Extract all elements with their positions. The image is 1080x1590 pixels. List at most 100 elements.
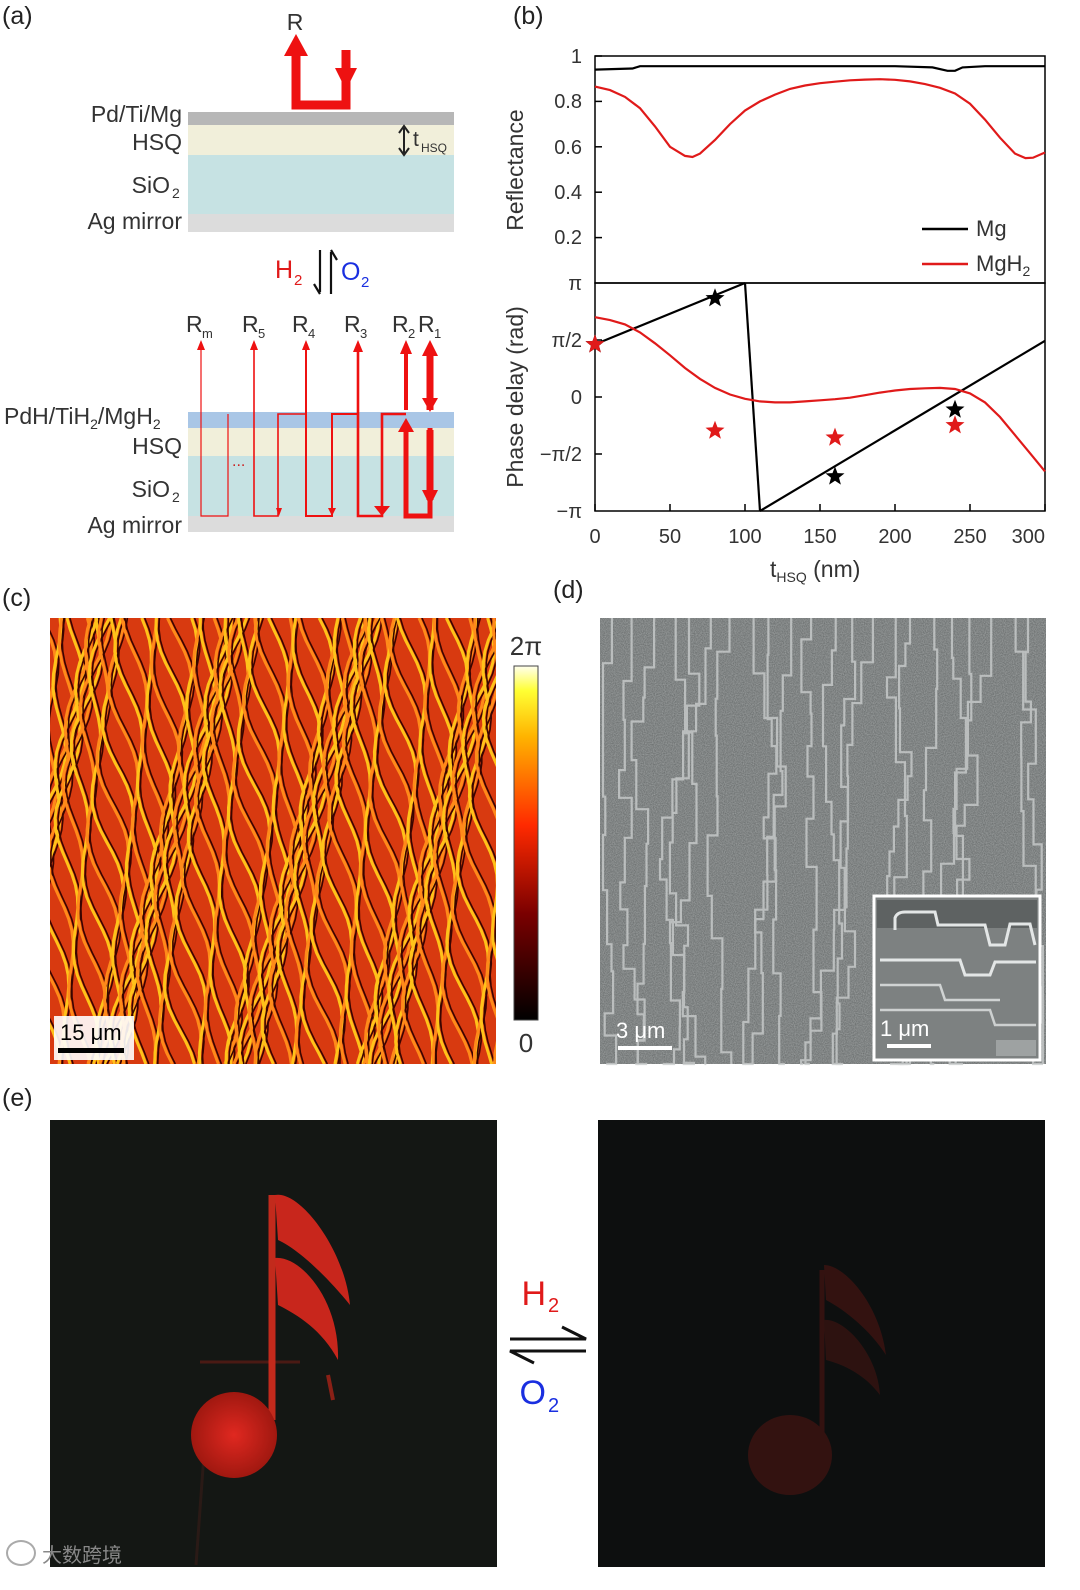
r-tick-1: 1 bbox=[571, 46, 582, 68]
panel-a-bottom-stack: ... R m R 5 R 4 R 3 R 2 R 1 PdH/TiH2/MgH… bbox=[4, 311, 454, 538]
phase-stripe bbox=[50, 634, 58, 820]
panel-a-top-stack: R Pd/Ti/Mg HSQ SiO 2 Ag mirror t HSQ bbox=[87, 9, 454, 234]
watermark-text: 大数跨境 bbox=[42, 1544, 122, 1567]
phase-stripe bbox=[50, 618, 93, 1064]
scale-bar-label-d: 3 μm bbox=[616, 1018, 665, 1043]
phase-map-stripes bbox=[50, 618, 496, 1064]
note-image-off bbox=[598, 1120, 1045, 1567]
beam-label-r2: R bbox=[392, 311, 409, 337]
reflectance-axes bbox=[594, 55, 1046, 284]
phase-stripe-dark bbox=[445, 618, 482, 1064]
reflectance-mgh2-line bbox=[594, 78, 1046, 160]
thickness-label: t bbox=[413, 128, 419, 151]
panel-b-series bbox=[585, 65, 1046, 512]
sem-step-edge bbox=[662, 618, 701, 1066]
thickness-arrows-icon bbox=[398, 124, 410, 157]
phase-stripe bbox=[400, 618, 448, 1064]
phase-stripe-dark bbox=[222, 618, 263, 1064]
phase-stripe-dark bbox=[73, 618, 116, 1064]
sio2-layer-bottom bbox=[188, 456, 454, 516]
phase-stripe-dark bbox=[57, 618, 103, 1064]
sem-step-edge bbox=[630, 618, 656, 1066]
thickness-label-sub: HSQ bbox=[421, 141, 447, 155]
phase-stripe-dark bbox=[172, 618, 210, 1064]
phase-stripe bbox=[50, 618, 68, 1064]
phase-stripe-dark bbox=[116, 618, 162, 1064]
phase-stripe-dark bbox=[436, 618, 478, 1064]
beam-label-r5: R bbox=[242, 311, 259, 337]
phase-stripe bbox=[218, 618, 261, 1064]
panel-b-plot: 1 0.8 0.6 0.4 0.2 π π/2 0 −π/2 −π 0 50 1… bbox=[502, 46, 1046, 585]
phase-mg-star-marker bbox=[825, 466, 845, 485]
r-tick-0-4: 0.4 bbox=[554, 182, 582, 204]
e-o2-label: O bbox=[520, 1374, 546, 1412]
r-tick-0-2: 0.2 bbox=[554, 227, 582, 249]
sem-inset-steps bbox=[877, 900, 1037, 1056]
panel-label-c: (c) bbox=[2, 584, 31, 612]
beam-label-r5-sub: 5 bbox=[258, 326, 265, 341]
reflection-path bbox=[291, 50, 351, 110]
phase-stripe bbox=[186, 618, 234, 1064]
phase-stripe bbox=[135, 618, 181, 1064]
phase-stripe bbox=[432, 618, 476, 1064]
arrow-up-icon bbox=[329, 249, 338, 294]
e-forward-arrow-icon bbox=[510, 1325, 587, 1341]
sio2-layer bbox=[188, 155, 454, 214]
panel-label-b: (b) bbox=[513, 2, 544, 30]
phase-stripe bbox=[408, 618, 456, 1064]
phase-stripe-dark bbox=[411, 618, 458, 1064]
beam-label-r1-sub: 1 bbox=[434, 326, 441, 341]
sem-step-edge bbox=[831, 618, 857, 1066]
phase-stripe bbox=[162, 618, 199, 1064]
phase-stripe-dark bbox=[386, 618, 424, 1064]
more-reflections-dots: ... bbox=[232, 453, 245, 470]
phase-stripe bbox=[87, 618, 125, 1064]
watermark-logo-icon bbox=[6, 1540, 36, 1566]
phase-stripe-dark bbox=[251, 618, 293, 1064]
phase-stripe-dark bbox=[485, 683, 496, 759]
hsq-layer bbox=[188, 125, 454, 155]
phase-stripe bbox=[327, 618, 374, 1064]
colorbar-min-label: 0 bbox=[519, 1028, 533, 1058]
x-tick-0: 0 bbox=[589, 526, 600, 548]
e-h2-sub: 2 bbox=[548, 1295, 559, 1317]
phase-stripe-dark bbox=[465, 647, 496, 1009]
beam-label-r1: R bbox=[418, 311, 435, 337]
scale-bar-label-c: 15 μm bbox=[60, 1020, 122, 1045]
phase-stripe bbox=[474, 618, 496, 1064]
phase-stripe bbox=[241, 618, 282, 1064]
switch-h2-label: H bbox=[275, 256, 293, 284]
phase-stripe-dark bbox=[330, 618, 376, 1064]
phase-stripe bbox=[383, 618, 422, 1064]
phase-stripe bbox=[113, 618, 160, 1064]
r-label: R bbox=[287, 9, 304, 35]
phase-stripe-dark bbox=[305, 618, 342, 1064]
sem-step-edge bbox=[1022, 618, 1045, 1064]
p-tick-0: 0 bbox=[571, 387, 582, 409]
hsq-layer-bottom bbox=[188, 428, 454, 456]
phase-stripe bbox=[53, 618, 101, 1064]
phase-stripe-dark bbox=[353, 618, 398, 1064]
e-reverse-arrow-icon bbox=[509, 1349, 586, 1365]
phase-mgh2-star-marker bbox=[945, 415, 965, 434]
phase-stripe bbox=[424, 618, 469, 1064]
layer-label-hsq-bottom: HSQ bbox=[132, 433, 182, 459]
panel-label-e: (e) bbox=[2, 1084, 33, 1112]
phase-stripe bbox=[50, 618, 77, 1064]
phase-stripe-dark bbox=[257, 618, 302, 1064]
phase-stripe bbox=[127, 618, 175, 1064]
phase-stripe-dark bbox=[271, 618, 317, 1064]
phase-stripe bbox=[461, 638, 496, 1019]
beam-label-r3: R bbox=[344, 311, 361, 337]
panel-e: H 2 O 2 bbox=[50, 1120, 1045, 1567]
phase-mgh2-line bbox=[594, 316, 1046, 473]
e-o2-sub: 2 bbox=[548, 1395, 559, 1417]
reflection-arrowheads bbox=[197, 340, 438, 516]
layer-label-pd-ti-mg: Pd/Ti/Mg bbox=[91, 101, 182, 127]
layer-label-sio2: SiO bbox=[132, 172, 170, 198]
beam-label-r4: R bbox=[292, 311, 309, 337]
layer-label-sio2-bottom-sub: 2 bbox=[172, 489, 180, 505]
phase-mgh2-star-marker bbox=[585, 334, 605, 353]
multi-reflection-paths bbox=[200, 346, 434, 519]
legend: Mg MgH2 bbox=[922, 216, 1030, 279]
